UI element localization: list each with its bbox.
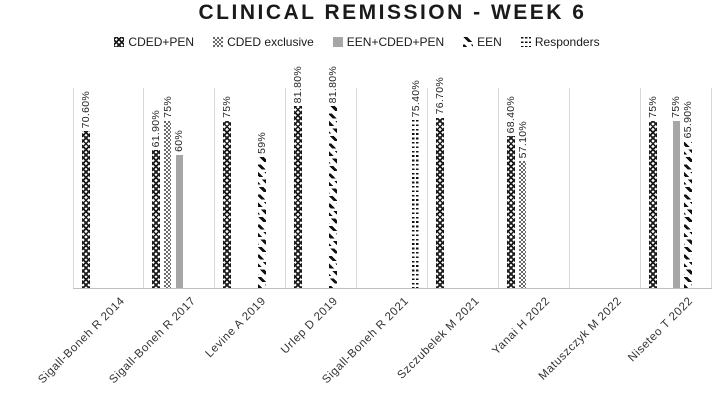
bar	[672, 121, 681, 288]
x-axis-label: Sigall-Boneh R 2021	[319, 295, 411, 387]
bar	[507, 136, 515, 288]
bar-data-label: 81.80%	[327, 65, 340, 104]
legend-label: CDED exclusive	[227, 35, 314, 49]
hdash-pattern-swatch-icon	[520, 37, 531, 47]
x-axis-label: Sigall-Boneh R 2017	[106, 295, 198, 387]
bar	[412, 120, 420, 288]
plot-area: 70.60% 61.90% 75% 60% 75% 59% 81.80% 81.80% 75.4…	[73, 66, 712, 289]
x-axis-label: Matuszczyk M 2022	[536, 295, 624, 383]
bar	[175, 154, 184, 288]
bar	[436, 117, 444, 288]
x-axis-label: Levine A 2019	[203, 295, 269, 361]
x-axis-label: Szczubelek M 2021	[395, 295, 482, 382]
bar	[518, 161, 527, 288]
category-cell: 61.90% 75% 60%	[144, 88, 215, 288]
category-cell: 75% 75% 65.90%	[641, 88, 712, 288]
bar-data-label: 70.60%	[79, 90, 92, 129]
crosshatch-pattern-swatch-icon	[114, 37, 125, 47]
bar	[152, 150, 160, 288]
bar	[82, 131, 90, 288]
bar-data-label: 75%	[646, 96, 659, 119]
legend-label: CDED+PEN	[128, 35, 195, 49]
x-axis-label: Urlep D 2019	[278, 295, 340, 357]
legend-label: EEN	[477, 35, 502, 49]
category-cell: 75.40%	[357, 80, 428, 288]
legend-item-dotted: CDED exclusive	[213, 35, 314, 49]
bar-data-label: 59%	[256, 131, 269, 154]
bar-data-label: 60%	[173, 129, 186, 152]
bar-data-label: 75%	[161, 96, 174, 119]
x-axis-label: Sigall-Boneh R 2014	[35, 295, 127, 387]
bar	[163, 121, 172, 288]
bar-data-label: 75%	[220, 96, 233, 119]
bar-data-label: 81.80%	[291, 65, 304, 104]
bar	[684, 141, 692, 288]
x-axis-label: Yanai H 2022	[490, 295, 553, 358]
category-cell: 75% 59%	[215, 88, 286, 288]
category-cell: 68.40% 57.10%	[499, 88, 570, 288]
legend-label: EEN+CDED+PEN	[346, 35, 445, 49]
bar	[649, 121, 657, 288]
bar-data-label: 65.90%	[682, 101, 695, 139]
legend-item-hdash: Responders	[520, 35, 600, 49]
category-cell	[570, 88, 641, 288]
diagdash-pattern-swatch-icon	[463, 37, 474, 47]
bar	[258, 156, 266, 288]
bar	[329, 106, 337, 288]
chart-title: CLINICAL REMISSION - WEEK 6	[198, 1, 587, 24]
legend-item-diagdash: EEN	[463, 35, 502, 49]
dotted-pattern-swatch-icon	[213, 37, 224, 47]
bar-data-label: 57.10%	[516, 120, 529, 159]
gray-pattern-swatch-icon	[332, 37, 343, 47]
category-cell: 81.80% 81.80%	[286, 66, 357, 288]
legend: CDED+PEN CDED exclusive EEN+CDED+PEN EEN Res…	[0, 35, 714, 49]
category-cell: 70.60%	[73, 88, 144, 288]
bar	[294, 106, 302, 288]
legend-item-gray: EEN+CDED+PEN	[332, 35, 445, 49]
bar-data-label: 75.40%	[410, 79, 422, 118]
category-cell: 76.70%	[428, 77, 499, 288]
bar	[223, 121, 231, 288]
bar-data-label: 76.70%	[433, 77, 446, 115]
legend-item-crosshatch: CDED+PEN	[114, 35, 194, 49]
legend-label: Responders	[534, 35, 600, 49]
x-axis-label: Niseteo T 2022	[625, 295, 695, 365]
